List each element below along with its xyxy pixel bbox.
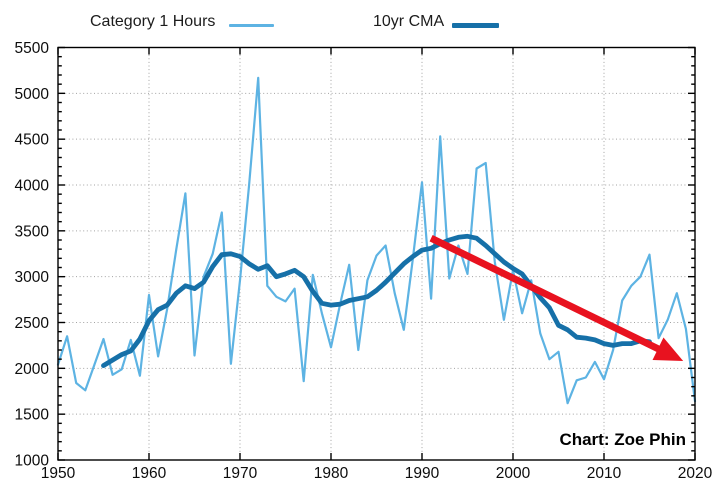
legend-label-category-1-hours: Category 1 Hours bbox=[90, 13, 216, 30]
legend-item-10yr-cma: 10yr CMA bbox=[373, 0, 553, 40]
x-tick-label: 2000 bbox=[496, 465, 531, 482]
y-tick-label: 2000 bbox=[15, 361, 50, 378]
y-tick-label: 2500 bbox=[15, 315, 50, 332]
x-tick-label: 2010 bbox=[587, 465, 622, 482]
y-tick-label: 3000 bbox=[15, 269, 50, 286]
x-tick-label: 2020 bbox=[678, 465, 713, 482]
x-tick-label: 1960 bbox=[132, 465, 167, 482]
y-tick-label: 3500 bbox=[15, 223, 50, 240]
gridlines bbox=[58, 47, 695, 460]
trend-arrow-shaft bbox=[429, 235, 662, 353]
trend-arrow-head bbox=[652, 337, 684, 361]
legend: Category 1 Hours 10yr CMA bbox=[0, 0, 725, 40]
legend-label-10yr-cma: 10yr CMA bbox=[373, 13, 445, 30]
legend-item-category-1-hours: Category 1 Hours bbox=[90, 0, 290, 40]
x-axis-labels: 1950 1960 1970 1980 1990 2000 2010 2020 bbox=[41, 465, 713, 482]
x-tick-label: 1950 bbox=[41, 465, 76, 482]
x-tick-label: 1970 bbox=[223, 465, 258, 482]
category-1-hours-line bbox=[56, 76, 697, 405]
legend-line-swatch-category-1-hours bbox=[229, 24, 274, 27]
axes bbox=[57, 46, 696, 461]
legend-line-swatch-10yr-cma bbox=[452, 23, 499, 28]
x-tick-label: 1990 bbox=[405, 465, 440, 482]
y-axis-labels: 1000 1500 2000 2500 3000 3500 4000 4500 5000 5500 bbox=[15, 40, 50, 470]
y-tick-label: 4500 bbox=[15, 132, 50, 149]
plot-border bbox=[57, 46, 696, 461]
y-tick-label: 5000 bbox=[15, 86, 50, 103]
x-tick-label: 1980 bbox=[314, 465, 349, 482]
trend-arrow bbox=[429, 235, 684, 361]
y-tick-label: 5500 bbox=[15, 40, 50, 57]
y-tick-label: 1000 bbox=[15, 453, 50, 470]
chart-credit: Chart: Zoe Phin bbox=[559, 430, 686, 449]
10yr-cma-line bbox=[101, 233, 652, 369]
y-tick-label: 4000 bbox=[15, 178, 50, 195]
y-tick-label: 1500 bbox=[15, 407, 50, 424]
